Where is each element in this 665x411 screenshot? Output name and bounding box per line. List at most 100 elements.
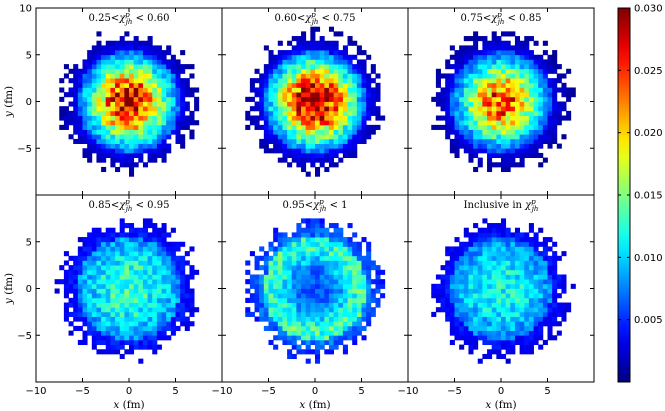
heatmap-cell — [538, 68, 544, 74]
heatmap-cell — [477, 307, 483, 313]
heatmap-cell — [268, 92, 274, 98]
heatmap-cell — [82, 152, 88, 159]
heatmap-cell — [370, 288, 376, 294]
heatmap-cell — [342, 120, 348, 126]
heatmap-cell — [319, 330, 325, 336]
heatmap-cell — [538, 152, 544, 159]
heatmap-cell — [119, 45, 125, 51]
heatmap-cell — [301, 283, 307, 289]
heatmap-cell — [166, 274, 172, 280]
heatmap-cell — [487, 143, 493, 149]
heatmap-cell — [287, 106, 293, 112]
heatmap-cell — [277, 92, 283, 98]
heatmap-cell — [352, 265, 358, 271]
heatmap-cell — [473, 124, 479, 130]
heatmap-cell — [514, 274, 520, 280]
heatmap-cell — [482, 50, 488, 56]
heatmap-cell — [501, 110, 507, 116]
heatmap-cell — [96, 31, 102, 37]
heatmap-cell — [161, 223, 167, 229]
heatmap-cell — [152, 101, 158, 107]
heatmap-cell — [277, 73, 283, 79]
heatmap-cell — [268, 138, 274, 144]
heatmap-cell — [259, 143, 265, 149]
heatmap-cell — [324, 92, 330, 98]
heatmap-cell — [324, 269, 330, 275]
heatmap-cell — [96, 45, 102, 51]
heatmap-cell — [156, 152, 162, 159]
heatmap-cell — [463, 307, 469, 313]
heatmap-cell — [96, 227, 102, 233]
heatmap-cell — [263, 68, 269, 74]
heatmap-cell — [268, 297, 274, 303]
heatmap-cell — [138, 120, 144, 126]
heatmap-cell — [156, 274, 162, 280]
heatmap-cell — [101, 124, 107, 130]
heatmap-cell — [538, 110, 544, 116]
heatmap-cell — [347, 73, 353, 79]
heatmap-cell — [180, 78, 186, 84]
heatmap-cell — [356, 311, 362, 317]
heatmap-cell — [528, 251, 534, 257]
heatmap-cell — [440, 106, 446, 112]
heatmap-cell — [96, 251, 102, 257]
heatmap-cell — [96, 87, 102, 93]
heatmap-cell — [496, 237, 502, 243]
heatmap-cell — [161, 152, 167, 159]
heatmap-cell — [54, 288, 60, 294]
heatmap-cell — [468, 115, 474, 121]
heatmap-cell — [296, 307, 302, 313]
heatmap-cell — [328, 124, 334, 130]
heatmap-cell — [184, 279, 190, 285]
heatmap-cell — [170, 297, 176, 303]
heatmap-cell — [124, 302, 130, 308]
heatmap-cell — [301, 36, 307, 42]
heatmap-cell — [142, 227, 148, 233]
heatmap-cell — [501, 115, 507, 121]
heatmap-cell — [138, 283, 144, 289]
heatmap-cell — [501, 73, 507, 79]
heatmap-cell — [175, 134, 181, 140]
heatmap-cell — [105, 120, 111, 126]
heatmap-cell — [59, 106, 65, 112]
heatmap-cell — [528, 260, 534, 266]
heatmap-cell — [482, 40, 488, 46]
heatmap-cell — [324, 106, 330, 112]
heatmap-cell — [115, 134, 121, 140]
heatmap-cell — [315, 246, 321, 252]
heatmap-cell — [542, 138, 548, 144]
heatmap-cell — [263, 255, 269, 261]
heatmap-cell — [310, 73, 316, 79]
heatmap-cell — [487, 45, 493, 51]
heatmap-cell — [96, 110, 102, 116]
heatmap-cell — [189, 246, 195, 252]
heatmap-cell — [328, 64, 334, 70]
heatmap-cell — [533, 288, 539, 294]
heatmap-cell — [342, 124, 348, 130]
heatmap-cell — [528, 279, 534, 285]
heatmap-cell — [119, 73, 125, 79]
heatmap-cell — [119, 232, 125, 238]
heatmap-cell — [366, 321, 372, 327]
heatmap-cell — [291, 54, 297, 60]
heatmap-cell — [68, 78, 74, 84]
heatmap-cell — [542, 274, 548, 280]
heatmap-cell — [101, 255, 107, 261]
heatmap-cell — [147, 134, 153, 140]
heatmap-cell — [533, 40, 539, 46]
heatmap-cell — [68, 87, 74, 93]
heatmap-cell — [273, 227, 279, 233]
heatmap-cell — [87, 50, 93, 56]
heatmap-cell — [91, 330, 97, 336]
heatmap-cell — [142, 64, 148, 70]
heatmap-cell — [110, 96, 116, 102]
heatmap-cell — [482, 124, 488, 130]
heatmap-cell — [296, 297, 302, 303]
heatmap-cell — [133, 325, 139, 331]
heatmap-cell — [319, 260, 325, 266]
heatmap-cell — [528, 143, 534, 149]
heatmap-cell — [333, 31, 339, 37]
heatmap-cell — [277, 124, 283, 130]
heatmap-cell — [524, 307, 530, 313]
heatmap-cell — [129, 339, 135, 346]
